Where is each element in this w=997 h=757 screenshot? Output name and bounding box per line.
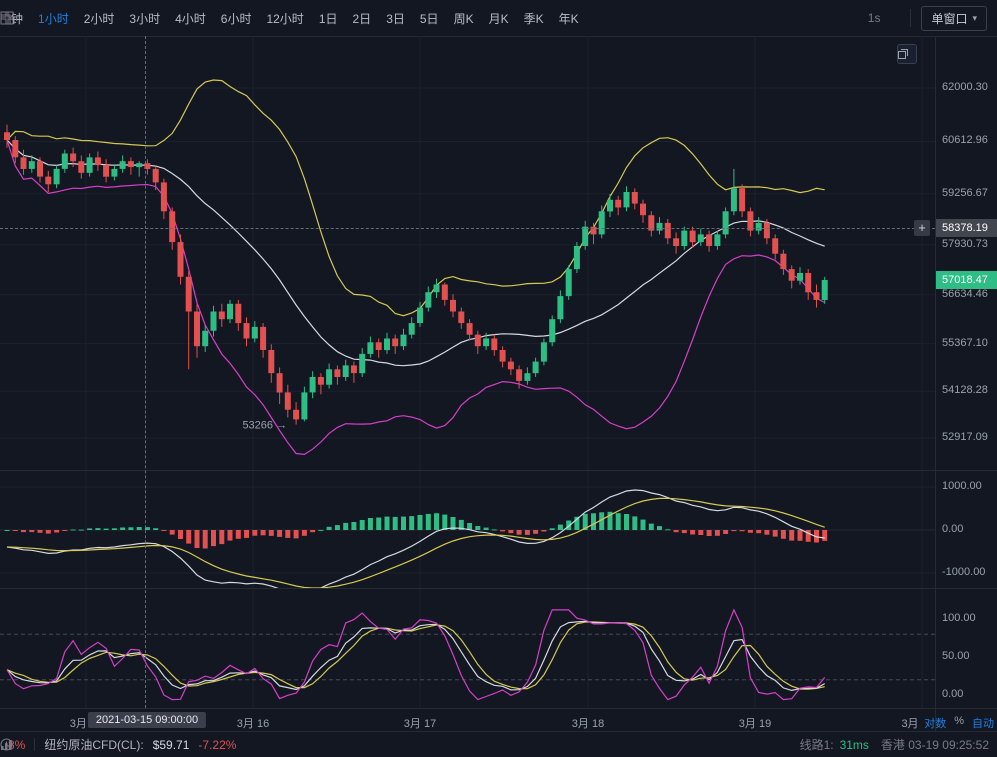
crosshair-price-tag: 58378.19 — [936, 219, 997, 237]
toolbar-right: 1s 单窗口 ▾ — [0, 5, 993, 31]
time-axis-label: 3月 — [901, 718, 919, 730]
pane-divider[interactable] — [0, 588, 997, 589]
interval-button-周K[interactable]: 周K — [453, 11, 474, 26]
chart-area[interactable]: 53266 → 58378.19 57018.47 62000.30 60612.… — [0, 36, 997, 732]
time-axis-label: 3月 16 — [236, 718, 270, 730]
axis-label: 55367.10 — [942, 337, 988, 349]
axis-label: 60612.96 — [942, 134, 988, 146]
axis-label: 0.00 — [942, 523, 964, 535]
add-order-plus-button[interactable]: + — [914, 220, 930, 236]
pane-divider[interactable] — [0, 470, 997, 471]
axis-label: 50.00 — [942, 650, 970, 662]
chevron-down-icon: ▾ — [972, 12, 977, 23]
resolution-label[interactable]: 1s — [867, 11, 881, 25]
interval-button-6小时[interactable]: 6小时 — [220, 11, 252, 26]
interval-button-1小时[interactable]: 1小时 — [38, 11, 69, 26]
svg-text:53266 →: 53266 → — [242, 420, 287, 432]
timezone-clock[interactable]: 香港 03-19 09:25:52 — [880, 738, 989, 752]
axis-label: 54128.28 — [942, 384, 988, 396]
macd-panel[interactable] — [0, 470, 935, 588]
time-axis[interactable]: 2021-03-15 09:00:00 对数% 自动 3月 15 3月 16 3月 1… — [0, 708, 997, 733]
interval-button-2小时[interactable]: 2小时 — [83, 11, 115, 26]
instrument-change: -7.22% — [198, 737, 237, 752]
interval-button-group: 钟 1小时 2小时 3小时 4小时 6小时 12小时 1日 2日 3日 5日 周K 月K 季K 年K — [4, 6, 586, 31]
percent-scale-button[interactable]: % — [954, 715, 964, 727]
status-bar: 8% 纽约原油CFD(CL): $59.71 -7.22% 线路1: 31ms … — [0, 731, 997, 757]
interval-button-3小时[interactable]: 3小时 — [129, 11, 161, 26]
axis-label: 0.00 — [942, 688, 964, 700]
interval-button-年K[interactable]: 年K — [558, 11, 579, 26]
toolbar-separator — [910, 9, 912, 27]
window-mode-button[interactable]: 单窗口 ▾ — [921, 5, 987, 31]
time-axis-label: 3月 18 — [571, 718, 605, 730]
log-scale-button[interactable]: 对数 — [924, 718, 947, 730]
window-mode-label: 单窗口 — [931, 11, 968, 26]
statusbar-right: 线路1: 31ms 香港 03-19 09:25:52 — [0, 736, 989, 753]
interval-button-1日[interactable]: 1日 — [318, 11, 338, 26]
time-axis-label: 3月 19 — [738, 718, 772, 730]
left-change-partial: 8% — [8, 737, 26, 752]
toolbar: 钟 1小时 2小时 3小时 4小时 6小时 12小时 1日 2日 3日 5日 周K 月K 季K 年K 1s … — [0, 0, 997, 37]
price-axis-border — [935, 36, 936, 732]
interval-button-5日[interactable]: 5日 — [419, 11, 439, 26]
latency-value: 31ms — [839, 737, 869, 752]
candlestick-chart[interactable]: 53266 → — [0, 36, 935, 470]
instrument-name[interactable]: 纽约原油CFD(CL): — [44, 738, 144, 752]
interval-button-月K[interactable]: 月K — [488, 11, 509, 26]
axis-label: 52917.09 — [942, 431, 988, 443]
axis-label: 57930.73 — [942, 238, 988, 250]
kdj-panel[interactable] — [0, 588, 935, 708]
statusbar-separator — [34, 738, 36, 751]
auto-scale-button[interactable]: 自动 — [972, 718, 994, 730]
price-axis[interactable]: 58378.19 57018.47 62000.30 60612.96 59256.… — [936, 36, 997, 732]
axis-label: 1000.00 — [942, 480, 982, 492]
axis-label: 100.00 — [942, 612, 976, 624]
scale-controls: 对数% 自动 — [924, 715, 994, 731]
time-axis-label: 3月 17 — [403, 718, 437, 730]
interval-button-3日[interactable]: 3日 — [386, 11, 405, 26]
last-price-tag: 57018.47 — [936, 271, 997, 289]
interval-button-2日[interactable]: 2日 — [352, 11, 372, 26]
crosshair-time-tag: 2021-03-15 09:00:00 — [87, 712, 207, 728]
axis-label: 62000.30 — [942, 81, 988, 93]
interval-button-季K[interactable]: 季K — [523, 11, 544, 26]
axis-label: -1000.00 — [942, 566, 986, 578]
network-label[interactable]: 线路1: — [799, 738, 834, 752]
interval-button-12小时[interactable]: 12小时 — [266, 11, 304, 26]
pane-maximize-icon[interactable] — [897, 44, 917, 64]
interval-button-钟[interactable]: 钟 — [11, 11, 24, 26]
instrument-price: $59.71 — [152, 737, 190, 752]
axis-label: 59256.67 — [942, 187, 988, 199]
axis-label: 56634.46 — [942, 288, 988, 300]
interval-button-4小时[interactable]: 4小时 — [175, 11, 206, 26]
